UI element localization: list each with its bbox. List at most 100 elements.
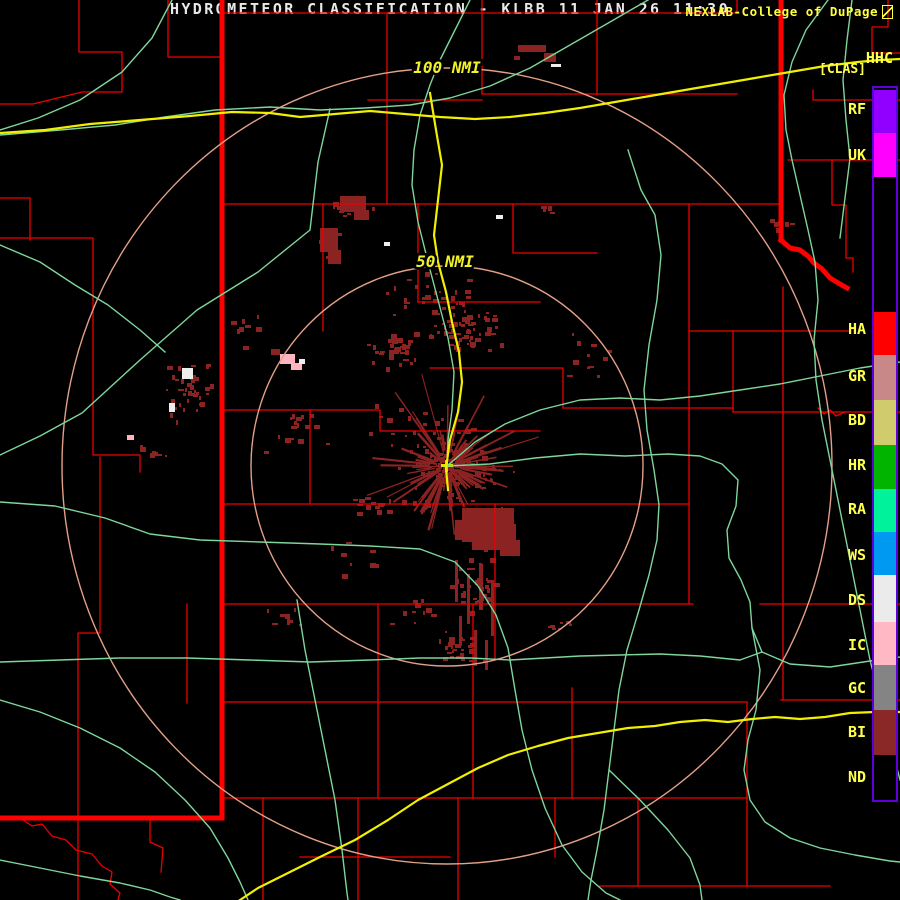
echo-pixel [347,213,351,215]
road [0,108,331,456]
echo-pixel [472,568,475,570]
echo-pixel [210,384,214,389]
range-ring-label: 50 NMI [416,252,474,271]
echo-pixel [278,435,280,439]
echo-pixel [442,470,444,473]
echo-pixel [490,479,493,482]
echo-pixel [154,452,158,456]
echo-pixel [448,642,451,647]
echo-pixel [346,542,352,544]
echo-spoke [458,432,491,458]
county-line [817,407,846,417]
echo-pixel [431,614,437,617]
echo-pixel [190,392,192,396]
echo-pixel [453,649,457,651]
echo-pixel [403,352,407,354]
echo-pixel [450,640,455,645]
echo-pixel [196,409,198,412]
echo-pixel [415,603,421,608]
echo-pixel [408,343,411,346]
echo-pixel [187,383,192,387]
echo-pixel [267,609,269,613]
echo-pixel [199,396,201,400]
echo-pixel [439,639,441,644]
echo-spoke [451,478,460,498]
echo-pixel [439,465,441,467]
echo-pixel [467,320,469,322]
echo-pixel [415,285,418,289]
echo-pixel [485,585,489,589]
echo-pixel [239,327,244,332]
echo-spoke [412,418,440,455]
echo-pixel [453,313,455,317]
echo-pixel [192,393,195,396]
echo-pixel [297,423,299,428]
echo-pixel [543,208,546,212]
echo-patch [500,540,520,556]
echo-pixel [166,389,168,391]
echo-pixel [170,413,173,418]
echo-pixel [421,472,425,476]
echo-pixel [417,444,419,448]
road [608,769,703,900]
echo-pixel [185,388,187,392]
echo-spoke [460,446,503,463]
echo-pixel [469,649,475,654]
echo-pixel [206,367,209,369]
echo-pixel [427,504,431,508]
echo-pixel [413,431,416,435]
echo-pixel [331,546,334,551]
echo-spoke [449,432,456,453]
echo-pixel [569,624,572,626]
county-line [812,89,900,101]
echo-pixel [482,456,488,461]
echo-spoke [415,417,442,457]
echo-pixel [460,584,464,588]
echo-pixel [434,458,438,462]
echo-pixel [357,504,363,506]
echo-pixel [398,467,401,470]
state-boundaries [0,0,851,821]
echo-pixel [365,497,371,500]
echo-spoke [452,447,464,461]
echo-patch [474,630,477,666]
echo-spoke [425,480,441,510]
county-line [19,817,121,900]
echo-pixel [392,339,398,344]
echo-pixel [191,380,194,382]
range-ring-label: 100 NMI [413,58,481,77]
echo-pixel [451,329,453,334]
echo-pixel [433,432,436,435]
echo-pixel [452,443,455,446]
echo-pixel [451,645,453,649]
highway [238,710,900,900]
echo-patch [299,359,305,364]
echo-pixel [190,385,194,390]
echo-pixel [456,303,458,305]
echo-pixel [774,222,778,227]
echo-pixel [386,292,389,295]
echo-pixel [426,285,429,288]
echo-pixel [445,631,447,633]
echo-spoke [447,472,453,487]
echo-spoke [429,475,441,491]
echo-pixel [205,387,210,391]
echo-pixel [770,219,775,223]
state-boundary-line [777,236,851,292]
echo-pixel [513,471,515,473]
county-line [221,409,541,432]
echo-spoke [458,473,474,487]
echo-pixel [443,657,448,661]
echo-pixel [414,332,420,337]
echo-pixel [280,614,285,617]
echo-pixel [447,652,452,654]
echo-patch [280,354,295,364]
echo-pixel [475,580,481,585]
road [296,599,349,900]
echo-pixel [494,583,500,587]
echo-pixel [140,445,143,448]
echo-pixel [402,345,406,350]
road [0,699,249,900]
echo-pixel [444,454,447,457]
echo-spoke [427,478,445,531]
